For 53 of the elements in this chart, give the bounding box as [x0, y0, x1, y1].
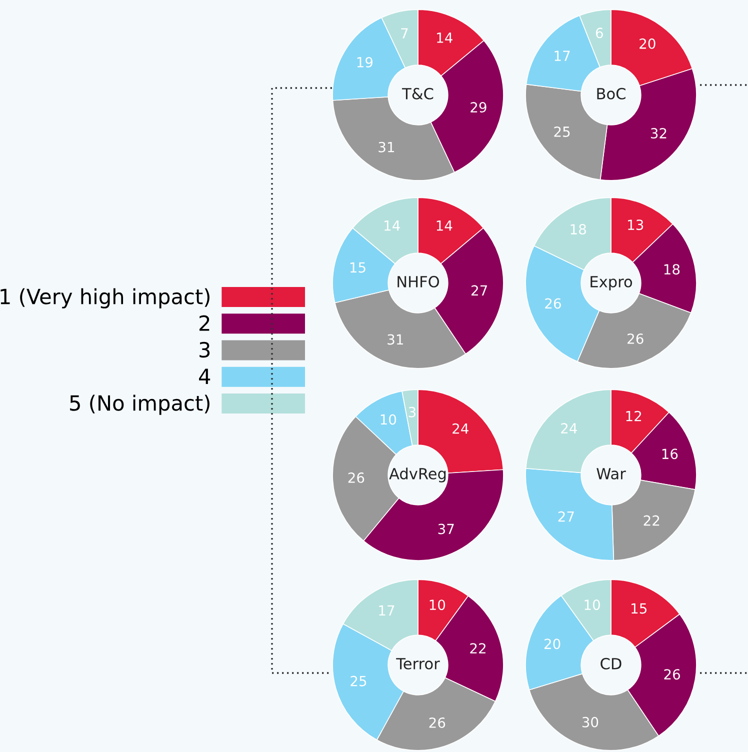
data-label: 18: [570, 224, 586, 235]
data-label: 22: [470, 643, 486, 654]
text: NHFO: [398, 276, 440, 288]
text: War: [596, 468, 626, 480]
text: Terror: [396, 658, 440, 670]
data-label: 31: [388, 334, 403, 345]
data-label: 15: [350, 262, 366, 273]
data-label: 31: [378, 142, 394, 152]
data-label: 14: [437, 32, 452, 43]
data-label: 14: [384, 220, 400, 231]
data-label: 26: [545, 298, 561, 309]
data-label: 17: [379, 605, 394, 616]
data-label: 10: [584, 600, 600, 610]
data-label: 26: [348, 472, 364, 483]
data-label: 18: [664, 264, 680, 275]
legend-label: 1 (Very high impact): [0, 288, 210, 308]
data-label: 25: [350, 676, 366, 686]
legend-label: 2: [200, 315, 210, 331]
text: BoC: [597, 88, 626, 100]
data-label: 7: [401, 28, 408, 38]
data-label: 24: [561, 423, 577, 434]
data-label: 3: [408, 406, 416, 418]
data-label: 6: [596, 28, 603, 38]
legend-label: 4: [199, 368, 210, 384]
data-label: 16: [662, 448, 678, 460]
data-label: 20: [640, 38, 656, 49]
text: AdvReg: [389, 468, 446, 482]
data-label: 26: [628, 333, 644, 344]
data-label: 26: [429, 717, 446, 728]
text: T&C: [402, 88, 434, 100]
data-label: 14: [436, 220, 452, 231]
legend-label: 3: [200, 342, 210, 358]
data-label: 25: [554, 126, 570, 137]
data-label: 17: [554, 50, 570, 61]
data-label: 27: [558, 511, 574, 522]
data-label: 10: [380, 414, 396, 425]
legend-label: 5 (No impact): [70, 394, 210, 415]
data-label: 32: [650, 128, 666, 139]
data-label: 24: [452, 423, 468, 434]
text: CD: [600, 658, 622, 670]
data-label: 10: [430, 600, 446, 610]
data-label: 22: [644, 515, 660, 526]
data-label: 37: [438, 524, 454, 534]
data-label: 30: [582, 716, 598, 728]
text: Expro: [590, 276, 632, 290]
data-label: 19: [357, 56, 373, 68]
data-label: 29: [470, 102, 486, 113]
data-label: 15: [632, 603, 646, 614]
data-label: 26: [664, 669, 680, 680]
data-label: 20: [544, 638, 560, 650]
data-label: 13: [628, 220, 644, 230]
data-label: 27: [472, 285, 487, 296]
data-label: 12: [626, 410, 642, 422]
